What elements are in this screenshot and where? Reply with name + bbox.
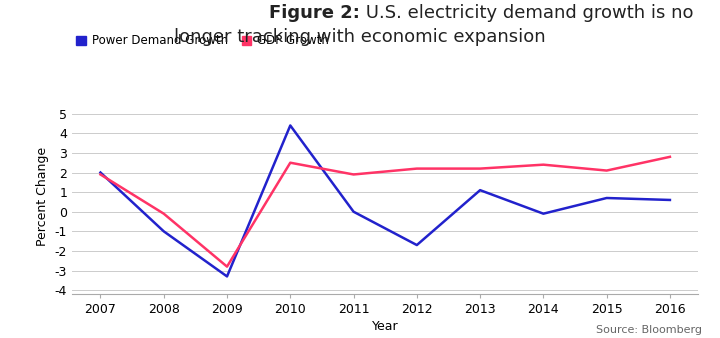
Text: Source: Bloomberg: Source: Bloomberg: [596, 324, 702, 335]
Y-axis label: Percent Change: Percent Change: [36, 146, 49, 246]
X-axis label: Year: Year: [372, 320, 398, 333]
Text: Figure 2:: Figure 2:: [269, 4, 360, 22]
Text: U.S. electricity demand growth is no: U.S. electricity demand growth is no: [360, 4, 693, 22]
Legend: Power Demand Growth, GDP Growth: Power Demand Growth, GDP Growth: [71, 29, 334, 52]
Text: longer tracking with economic expansion: longer tracking with economic expansion: [174, 28, 546, 46]
